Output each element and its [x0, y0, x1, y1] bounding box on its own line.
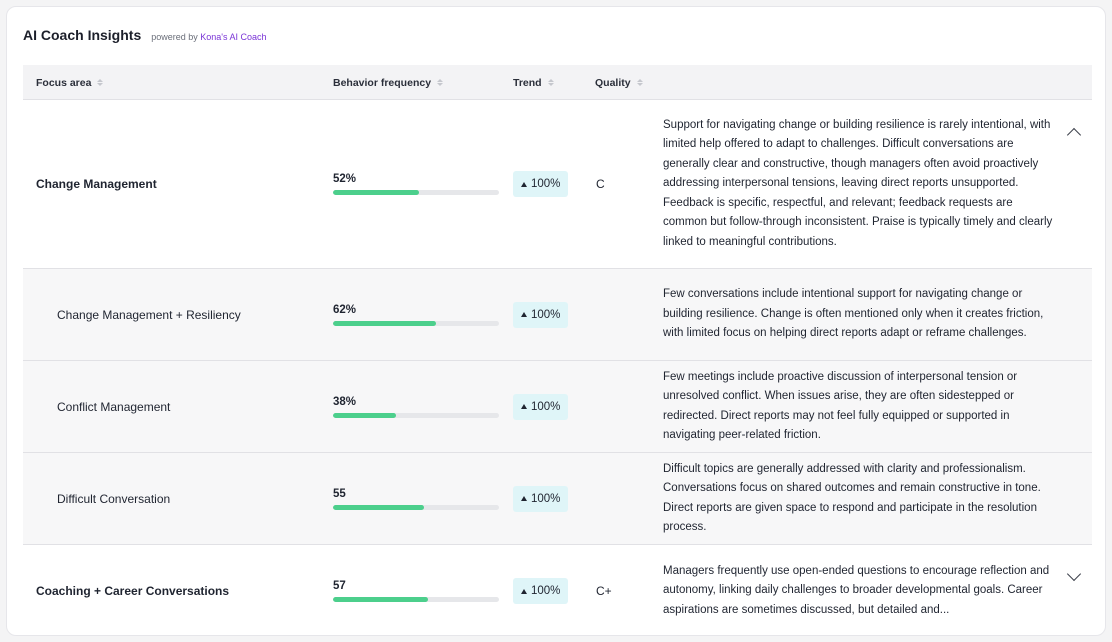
trend-badge: 100%	[513, 393, 569, 420]
sort-icon	[547, 79, 554, 86]
quality-grade: C	[596, 177, 605, 191]
frequency-bar-fill	[333, 412, 397, 418]
trend-up-icon	[521, 312, 527, 317]
sort-icon	[636, 79, 643, 86]
column-header-trend[interactable]: Trend	[513, 65, 554, 100]
table-row-change-management[interactable]: Change Management 52% 100% C Support for…	[23, 100, 1092, 269]
frequency-value: 52%	[333, 173, 357, 185]
trend-up-icon	[521, 404, 527, 409]
table-row-conflict-management[interactable]: Conflict Management 38% 100% Few meeting…	[23, 361, 1092, 453]
trend-value: 100%	[531, 492, 561, 505]
trend-up-icon	[521, 181, 527, 187]
column-header-label: Focus area	[36, 76, 92, 89]
column-header-behavior-frequency[interactable]: Behavior frequency	[333, 65, 444, 100]
insight-description: Support for navigating change or buildin…	[663, 119, 1053, 248]
card-title: AI Coach Insights	[23, 27, 142, 43]
insights-table: Focus area Behavior frequency Trend Qual…	[23, 65, 1092, 635]
trend-cell: 100%	[513, 269, 569, 360]
frequency-bar	[333, 597, 499, 602]
behavior-frequency: 52%	[333, 100, 499, 268]
chevron-up-icon[interactable]	[1066, 127, 1082, 143]
frequency-bar-fill	[333, 320, 436, 326]
table-row-coaching-career-conversations[interactable]: Coaching + Career Conversations 57 100% …	[23, 545, 1092, 635]
insight-description: Difficult topics are generally addressed…	[663, 462, 1041, 533]
trend-up-icon	[521, 496, 527, 501]
column-header-label: Behavior frequency	[333, 76, 432, 89]
trend-cell: 100%	[513, 100, 569, 268]
table-row-difficult-conversation[interactable]: Difficult Conversation 55 100% Difficult…	[23, 453, 1092, 545]
trend-badge: 100%	[513, 578, 569, 604]
column-header-label: Quality	[595, 76, 631, 89]
frequency-bar	[333, 412, 499, 418]
sort-icon	[97, 79, 104, 86]
frequency-value: 55	[333, 487, 346, 500]
sort-icon	[437, 79, 444, 86]
focus-area-label: Difficult Conversation	[57, 491, 171, 506]
insight-description: Managers frequently use open-ended quest…	[663, 564, 1050, 616]
trend-badge: 100%	[513, 171, 569, 197]
insight-description: Few meetings include proactive discussio…	[663, 370, 1018, 441]
trend-cell: 100%	[513, 545, 569, 635]
ai-coach-insights-card: AI Coach Insights powered by Kona's AI C…	[6, 6, 1106, 636]
frequency-value: 62%	[333, 303, 357, 316]
focus-area-label: Change Management	[36, 177, 157, 191]
column-header-quality[interactable]: Quality	[595, 65, 643, 100]
focus-area-label: Change Management + Resiliency	[57, 307, 241, 322]
card-header: AI Coach Insights powered by Kona's AI C…	[23, 27, 267, 43]
trend-value: 100%	[531, 308, 561, 321]
insight-description: Few conversations include intentional su…	[663, 288, 1044, 340]
focus-area-label: Conflict Management	[57, 399, 171, 414]
frequency-bar	[333, 504, 499, 510]
frequency-bar-fill	[333, 190, 420, 195]
behavior-frequency: 57	[333, 545, 499, 635]
frequency-bar-fill	[333, 504, 425, 510]
powered-brand-link[interactable]: Kona's AI Coach	[200, 32, 267, 42]
table-header: Focus area Behavior frequency Trend Qual…	[23, 65, 1092, 100]
trend-badge: 100%	[513, 485, 569, 512]
trend-badge: 100%	[513, 301, 569, 328]
frequency-bar-fill	[333, 597, 428, 602]
trend-value: 100%	[531, 178, 561, 190]
trend-up-icon	[521, 588, 527, 594]
behavior-frequency: 38%	[333, 361, 499, 452]
column-header-focus-area[interactable]: Focus area	[36, 65, 104, 100]
table-row-change-management-resiliency[interactable]: Change Management + Resiliency 62% 100% …	[23, 269, 1092, 361]
powered-prefix: powered by	[151, 32, 198, 42]
column-header-label: Trend	[513, 76, 542, 89]
frequency-value: 38%	[333, 395, 357, 408]
powered-by-label: powered by Kona's AI Coach	[151, 32, 266, 42]
quality-grade: C+	[596, 584, 612, 598]
trend-value: 100%	[531, 585, 561, 597]
trend-cell: 100%	[513, 361, 569, 452]
frequency-value: 57	[333, 580, 346, 592]
frequency-bar	[333, 190, 499, 195]
chevron-down-icon[interactable]	[1066, 566, 1082, 582]
behavior-frequency: 55	[333, 453, 499, 544]
trend-value: 100%	[531, 400, 561, 413]
frequency-bar	[333, 320, 499, 326]
trend-cell: 100%	[513, 453, 569, 544]
behavior-frequency: 62%	[333, 269, 499, 360]
focus-area-label: Coaching + Career Conversations	[36, 584, 230, 598]
